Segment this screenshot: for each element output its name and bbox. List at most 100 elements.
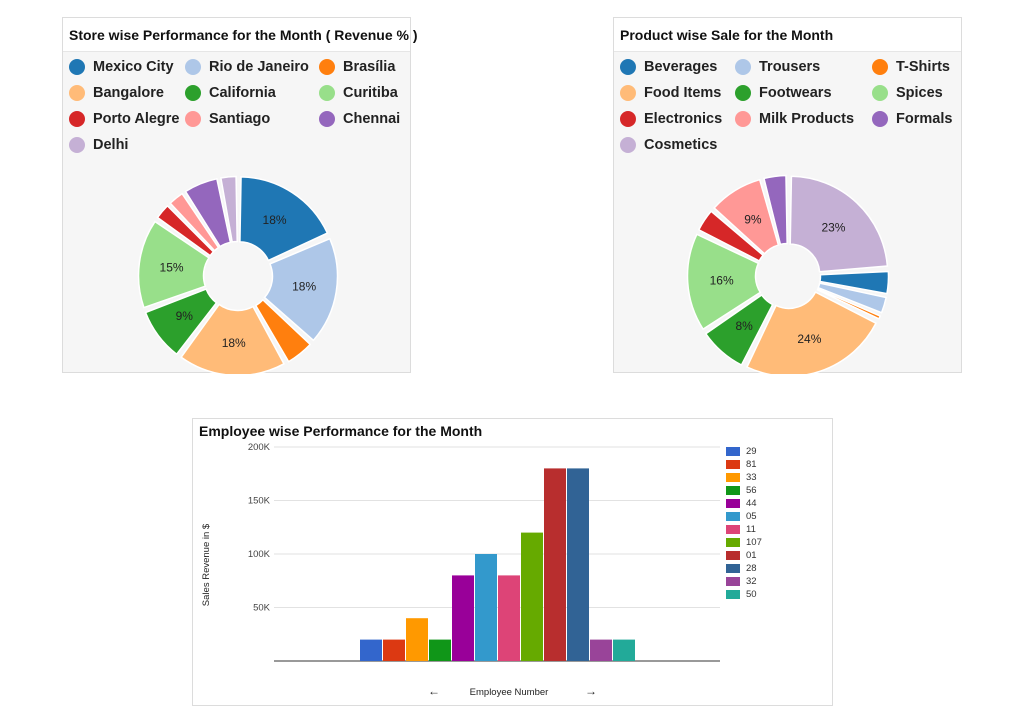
bar-11[interactable] [498,575,520,661]
product-slice-formals[interactable] [763,174,788,246]
store-slice-label: 18% [222,336,246,350]
store-legend-label: Porto Alegre [93,111,180,127]
product-legend-label: Trousers [759,59,821,75]
store-slice-chennai[interactable] [184,177,232,248]
store-legend-label: Mexico City [93,59,174,75]
product-slice-electronics[interactable] [697,210,765,262]
employee-bar-title: Employee wise Performance for the Month [193,419,593,443]
store-slice-curitiba[interactable] [137,220,210,309]
bar-33[interactable] [406,618,428,661]
product-legend-item-footwears[interactable]: Footwears [735,82,832,104]
product-legend-item-food-items[interactable]: Food Items [620,82,721,104]
bar-legend-swatch [726,485,740,495]
product-legend-item-t-shirts[interactable]: T-Shirts [872,56,950,78]
product-legend-item-electronics[interactable]: Electronics [620,108,722,130]
store-legend-item-delhi[interactable]: Delhi [69,134,128,156]
bar-legend-item-11[interactable]: 11 [726,523,756,535]
store-legend-label: Delhi [93,137,129,153]
product-legend-item-formals[interactable]: Formals [872,108,952,130]
employee-bar-panel: Employee wise Performance for the Month … [192,418,833,706]
product-legend-swatch [620,85,636,101]
store-legend-item-bangalore[interactable]: Bangalore [69,82,164,104]
store-legend-label: Santiago [209,111,271,127]
bar-50[interactable] [613,639,635,661]
store-legend-item-california[interactable]: California [185,82,276,104]
product-slice-food-items[interactable] [746,291,877,374]
store-legend-item-curitiba[interactable]: Curitiba [319,82,398,104]
next-page-arrow[interactable]: → [585,684,597,698]
store-slice-label: 18% [292,280,316,294]
store-legend-label: Chennai [343,111,401,127]
store-legend-label: Bangalore [93,85,164,101]
bar-legend-item-33[interactable]: 33 [726,471,757,483]
product-legend-label: Beverages [644,59,718,75]
store-slice-california[interactable] [144,288,218,356]
bar-legend-item-50[interactable]: 50 [726,588,757,600]
prev-page-arrow[interactable]: ← [428,684,440,698]
product-pie-panel: Product wise Sale for the Month Beverage… [613,17,962,374]
store-slice-label: 18% [263,213,287,227]
bar-legend-label: 28 [746,562,757,574]
store-slice-mexico-city[interactable] [239,176,329,262]
bar-legend-swatch [726,537,740,547]
store-legend-swatch [319,111,335,127]
product-slice-spices[interactable] [686,233,762,331]
bar-legend-item-56[interactable]: 56 [726,484,757,496]
product-slice-cosmetics[interactable] [789,175,889,273]
product-legend-item-trousers[interactable]: Trousers [735,56,820,78]
product-legend-item-cosmetics[interactable]: Cosmetics [620,134,717,156]
bar-29[interactable] [360,639,382,661]
bar-legend-item-81[interactable]: 81 [726,458,757,470]
product-slice-label: 23% [821,220,845,234]
store-pie-panel: Store wise Performance for the Month ( R… [62,17,418,374]
product-legend-label: Cosmetics [644,137,718,153]
store-legend-item-rio-de-janeiro[interactable]: Rio de Janeiro [185,56,309,78]
bar-legend-swatch [726,511,740,521]
product-legend-label: Footwears [759,85,832,101]
product-slice-label: 9% [744,213,762,227]
product-legend-item-spices[interactable]: Spices [872,82,943,104]
bar-legend-item-05[interactable]: 05 [726,510,757,522]
store-slice-bras-lia[interactable] [254,298,312,363]
store-legend-label: Brasília [343,59,396,75]
store-slice-porto-alegre[interactable] [156,204,215,257]
product-slice-beverages[interactable] [819,270,890,295]
store-slice-bangalore[interactable] [180,303,285,374]
bar-legend-swatch [726,563,740,573]
store-legend-item-mexico-city[interactable]: Mexico City [69,56,174,78]
bar-legend-item-107[interactable]: 107 [726,536,762,548]
bar-44[interactable] [452,575,474,661]
bar-05[interactable] [475,554,497,661]
bar-legend-item-32[interactable]: 32 [726,575,757,587]
bar-32[interactable] [590,639,612,661]
bar-legend-label: 05 [746,510,757,522]
product-slice-milk-products[interactable] [713,178,780,255]
store-slice-delhi[interactable] [220,175,238,243]
store-legend-label: Rio de Janeiro [209,59,309,75]
bar-56[interactable] [429,639,451,661]
bar-legend-item-28[interactable]: 28 [726,562,757,574]
store-slice-rio-de-janeiro[interactable] [263,237,339,342]
product-legend-swatch [620,59,636,75]
bar-01[interactable] [544,468,566,661]
bar-legend-item-44[interactable]: 44 [726,497,757,509]
store-slice-santiago[interactable] [169,192,220,252]
product-legend-item-beverages[interactable]: Beverages [620,56,717,78]
bar-xlabel: Employee Number [470,687,549,698]
bar-legend-item-01[interactable]: 01 [726,549,757,561]
store-legend-item-santiago[interactable]: Santiago [185,108,270,130]
bar-107[interactable] [521,532,543,661]
bar-legend-label: 01 [746,549,757,561]
bar-legend-item-29[interactable]: 29 [726,445,757,457]
store-legend-item-porto-alegre[interactable]: Porto Alegre [69,108,179,130]
bar-28[interactable] [567,468,589,661]
product-slice-label: 24% [797,332,821,346]
bar-81[interactable] [383,639,405,661]
store-legend-item-bras-lia[interactable]: Brasília [319,56,395,78]
product-slice-t-shirts[interactable] [816,288,882,320]
store-legend-item-chennai[interactable]: Chennai [319,108,400,130]
product-slice-trousers[interactable] [817,282,888,314]
product-legend-swatch [735,59,751,75]
product-legend-item-milk-products[interactable]: Milk Products [735,108,854,130]
product-slice-footwears[interactable] [704,293,774,367]
